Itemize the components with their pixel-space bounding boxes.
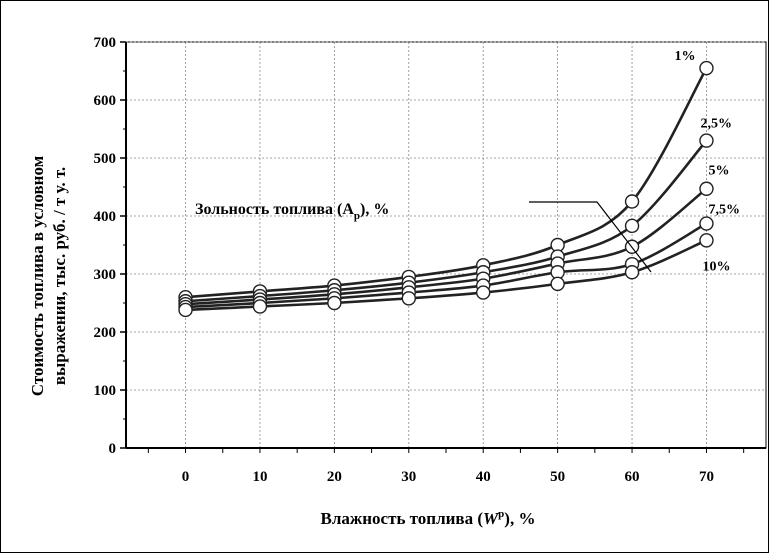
series-point (178, 302, 193, 318)
series-label: 10% (702, 259, 730, 274)
y-tick-label: 700 (94, 35, 117, 51)
series-point (624, 194, 640, 209)
series-point (699, 60, 714, 76)
x-tick-label: 30 (401, 469, 416, 485)
y-tick-label: 100 (94, 383, 117, 399)
series-point (476, 285, 491, 300)
x-tick-label: 20 (327, 469, 342, 485)
series-label: 7,5% (708, 203, 740, 218)
series-point (699, 233, 714, 248)
y-tick-label: 600 (94, 93, 117, 109)
x-tick-label: 70 (699, 469, 714, 485)
series-point (401, 291, 416, 306)
y-axis-title: Стоимость топлива в условном выражении, … (28, 155, 69, 396)
y-tick-label: 500 (94, 151, 117, 167)
series-point (624, 218, 640, 234)
x-tick-label: 50 (550, 469, 565, 485)
x-tick-label: 10 (252, 469, 267, 485)
series-label: 2,5% (700, 117, 732, 132)
annotation-leader-line (529, 201, 652, 273)
x-tick-label: 40 (476, 469, 491, 485)
series-label: 1% (674, 49, 695, 64)
y-axis-title-line-1: Стоимость топлива в условном (28, 155, 47, 396)
y-axis-title-line-2: выражении, тыс. руб. / т у. т. (50, 167, 69, 385)
series-point (699, 133, 714, 148)
series-point (327, 295, 342, 311)
x-axis-title: Влажность топлива (Wр), % (321, 508, 536, 528)
y-tick-label: 300 (94, 267, 117, 283)
series-label: 5% (708, 164, 729, 179)
y-tick-label: 0 (109, 441, 117, 457)
series-layer (178, 60, 714, 318)
series-point (699, 216, 714, 231)
y-tick-label: 200 (94, 325, 117, 341)
series-point (624, 265, 640, 280)
x-tick-label: 0 (182, 469, 190, 485)
ash-content-annotation: Зольность топлива (Aр), % (195, 201, 389, 222)
labels-layer: 1% 2,5% 5% 7,5% 10% (674, 49, 740, 274)
series-point (252, 299, 268, 314)
x-tick-label: 60 (625, 469, 640, 485)
series-point (699, 181, 714, 196)
axes: 0 100 200 300 400 500 600 700 0 10 20 30 40 50 60 70 (94, 35, 766, 485)
y-tick-label: 400 (94, 209, 117, 225)
series-point (550, 276, 565, 292)
